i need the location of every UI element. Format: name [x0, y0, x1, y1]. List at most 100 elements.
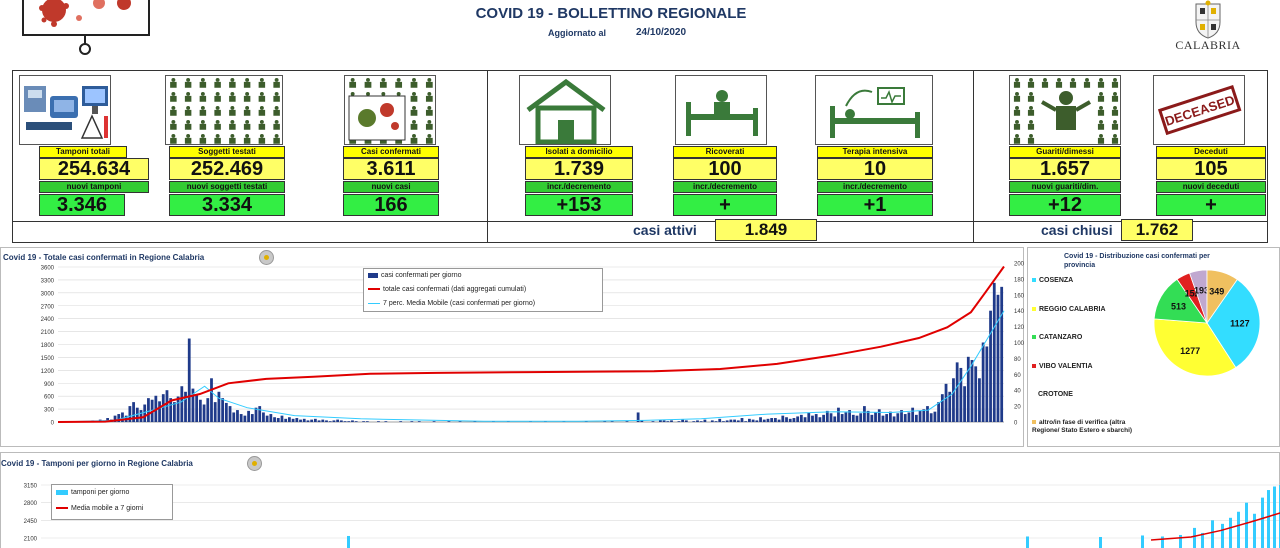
soggetti-label: Soggetti testati [169, 146, 285, 158]
person-figure [1027, 119, 1035, 130]
y-right-tick-label: 40 [1014, 389, 1021, 395]
virus-particle [391, 122, 399, 130]
person-figure [170, 91, 177, 102]
daily-case-bar [840, 414, 844, 422]
daily-case-bar [221, 398, 225, 422]
person-figure [258, 105, 266, 116]
person-figure [184, 119, 192, 130]
y-left-tick-label: 900 [44, 382, 55, 388]
daily-case-bar [981, 342, 985, 422]
daily-case-bar [291, 418, 295, 422]
y-left-tick-label: 1200 [41, 369, 55, 375]
tamponi-new-value: 3.346 [39, 194, 125, 216]
daily-case-bar [755, 420, 759, 422]
pie-legend-item: COSENZA [1032, 276, 1162, 285]
casi-label: Casi confermati [343, 146, 439, 158]
daily-case-bar [132, 402, 135, 422]
daily-case-bar [670, 420, 673, 422]
region-name: CALABRIA [1175, 38, 1241, 52]
y-left-tick-label: 3600 [41, 266, 55, 272]
person-figure [258, 91, 266, 102]
daily-case-bar [940, 394, 944, 422]
person-figure [1111, 105, 1119, 116]
daily-case-bar [684, 420, 688, 422]
daily-case-bar [766, 418, 770, 422]
daily-case-bar [432, 421, 436, 422]
daily-test-bar [1229, 517, 1232, 548]
person-figure [214, 133, 221, 144]
soggetti-new-label: nuovi soggetti testati [169, 181, 285, 193]
person-figure [170, 105, 177, 116]
daily-case-bar [636, 412, 640, 422]
daily-case-bar [814, 414, 818, 422]
ricoverati-label: Ricoverati [673, 146, 777, 158]
daily-case-bar [803, 417, 807, 422]
daily-case-bar [825, 410, 829, 422]
projector-stand [84, 36, 86, 46]
daily-case-bar [829, 413, 833, 422]
region-seal: CALABRIA [1166, 0, 1250, 54]
daily-case-bar [161, 394, 165, 422]
daily-case-bar [310, 419, 314, 422]
daily-case-bar [254, 407, 258, 422]
legend-item-cumulative: totale casi confermati (dati aggregati c… [368, 286, 526, 293]
person-figure [1097, 77, 1105, 88]
pie-slice-label: 349 [1209, 287, 1224, 297]
daily-case-bar [662, 420, 666, 422]
province-pie-panel: Covid 19 - Distribuzione casi confermati… [1027, 247, 1280, 447]
daily-case-bar [896, 413, 900, 422]
daily-case-bar [918, 410, 922, 422]
legend-dot [1032, 335, 1036, 340]
daily-case-bar [1000, 286, 1004, 422]
daily-case-bar [807, 412, 811, 422]
person-figure [170, 77, 177, 88]
daily-case-bar [781, 415, 785, 422]
y-left-tick-label: 600 [44, 395, 55, 401]
daily-case-bar [180, 386, 184, 422]
deceduti-new-label: nuovi deceduti [1156, 181, 1266, 193]
daily-case-bar [603, 421, 607, 422]
person-figure [395, 77, 403, 88]
pie-slice [1153, 318, 1237, 377]
casi-value: 3.611 [343, 158, 439, 180]
pie-legend-item: CATANZARO [1032, 333, 1162, 342]
y-tick-label: 2800 [24, 501, 38, 507]
person-figure [199, 91, 207, 102]
person-figure [410, 91, 418, 102]
daily-case-bar [265, 415, 269, 422]
daily-test-bar [347, 535, 350, 548]
person-figure [229, 77, 236, 88]
ricoverati-new-label: incr./decremento [673, 181, 777, 193]
daily-case-bar [907, 412, 911, 422]
daily-case-bar [625, 421, 629, 422]
daily-case-bar [792, 418, 796, 422]
daily-case-bar [113, 415, 117, 422]
person-figure [410, 105, 418, 116]
person-figure [425, 105, 433, 116]
daily-case-bar [410, 421, 414, 422]
guariti-value: 1.657 [1009, 158, 1121, 180]
daily-case-bar [269, 414, 273, 422]
daily-case-bar [339, 420, 343, 422]
tests-chart-panel: Covid 19 - Tamponi per giorno in Regione… [0, 452, 1280, 548]
y-tick-label: 3150 [24, 484, 38, 490]
daily-case-bar [963, 386, 966, 422]
daily-case-bar [258, 406, 262, 422]
daily-case-bar [325, 420, 328, 422]
daily-case-bar [202, 404, 206, 422]
daily-case-bar [284, 418, 288, 422]
cases-chart: 3600330030002700240021001800150012009006… [41, 262, 1025, 427]
person-figure [1111, 91, 1119, 102]
person-figure [184, 91, 192, 102]
tests-chart-legend: tamponi per giorno Media mobile a 7 gior… [51, 484, 173, 520]
daily-case-bar [354, 421, 358, 422]
legend-label: CATANZARO [1039, 334, 1083, 341]
daily-case-bar [929, 413, 933, 422]
person-figure [410, 133, 418, 144]
person-figure [1083, 77, 1091, 88]
daily-case-bar [143, 404, 147, 422]
daily-case-bar [217, 391, 221, 422]
deceduti-label: Deceduti [1156, 146, 1266, 158]
daily-case-bar [276, 418, 280, 422]
